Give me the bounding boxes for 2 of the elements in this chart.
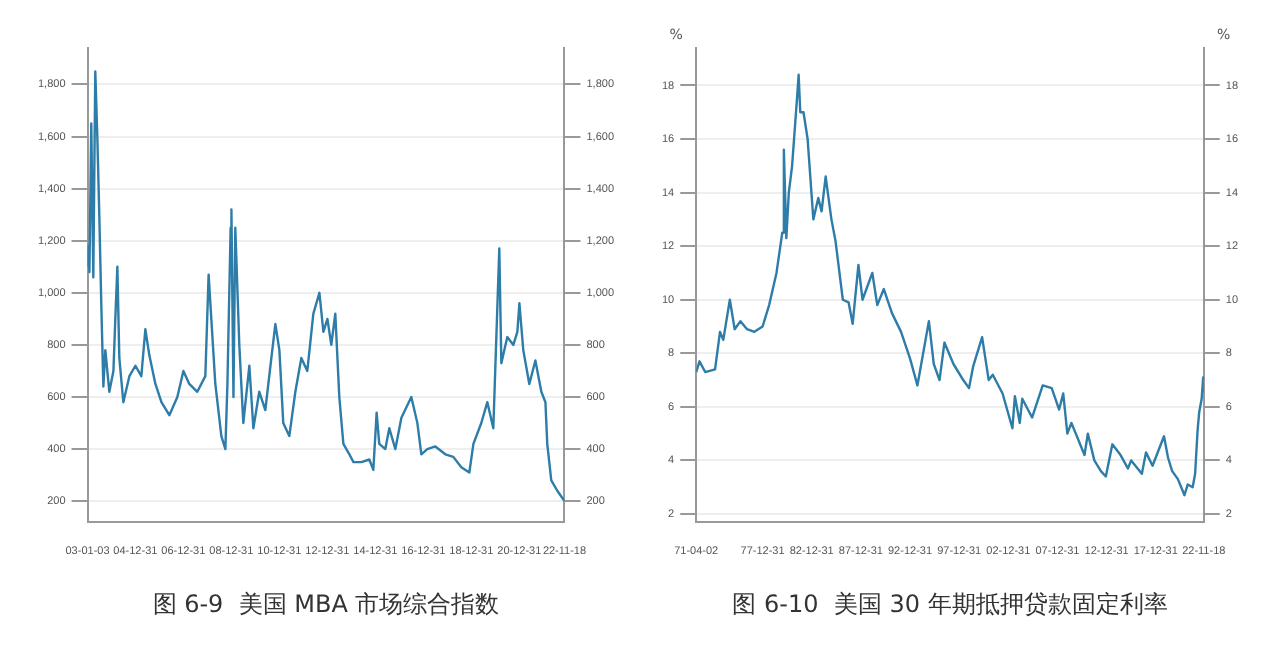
text: 图 6-9 美国 MBA 市场综合指数: [152, 589, 500, 618]
text: 图 6-10 美国 30 年期抵押贷款固定利率: [732, 589, 1168, 618]
